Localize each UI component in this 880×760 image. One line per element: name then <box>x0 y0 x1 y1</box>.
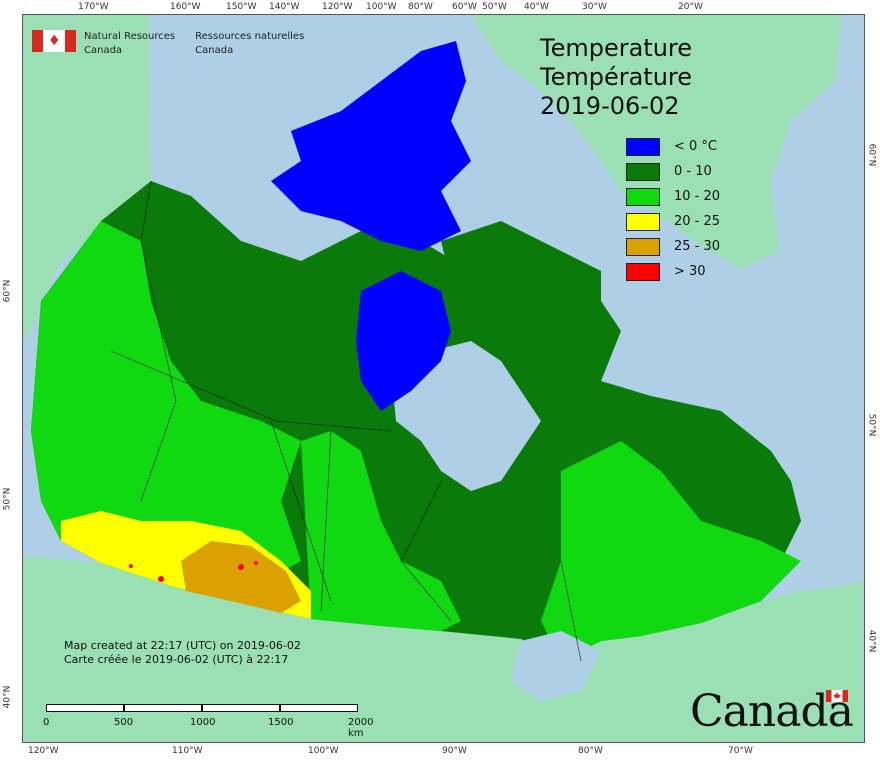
graticule-label: 100°W <box>308 746 339 756</box>
graticule-label: 140°W <box>269 2 300 12</box>
graticule-label: 60°N <box>866 143 877 167</box>
scale-label: 2000 km <box>348 717 374 739</box>
zone-10-20-east <box>541 441 801 661</box>
zone-over-30 <box>129 564 133 568</box>
legend-row: 0 - 10 <box>626 159 720 184</box>
title-date: 2019-06-02 <box>540 92 680 120</box>
legend: < 0 °C 0 - 10 10 - 20 20 - 25 25 - 30 > 30 <box>626 134 720 284</box>
legend-row: > 30 <box>626 259 720 284</box>
map-graphic <box>23 15 863 742</box>
scale-label: 1500 <box>268 717 294 728</box>
graticule-label: 40°N <box>866 629 877 653</box>
nrcan-header: ♦ Natural Resources Canada Ressources na… <box>32 30 304 58</box>
legend-label: > 30 <box>674 264 706 279</box>
map-title: Temperature Température 2019-06-02 <box>540 34 692 121</box>
hudson-bay <box>391 341 541 491</box>
graticule-label: 80°W <box>408 2 433 12</box>
legend-swatch <box>626 137 660 156</box>
graticule-label: 60°N <box>2 279 13 303</box>
org-name-en-2: Canada <box>84 45 123 56</box>
graticule-label: 150°W <box>226 2 257 12</box>
baffin-island <box>356 271 451 411</box>
scale-label: 0 <box>43 717 50 728</box>
graticule-label: 120°W <box>28 746 59 756</box>
org-name-en-1: Natural Resources <box>84 31 176 42</box>
arctic-islands <box>271 41 471 251</box>
credits-en: Map created at 22:17 (UTC) on 2019-06-02 <box>64 639 301 652</box>
graticule-label: 20°W <box>678 2 703 12</box>
legend-label: 0 - 10 <box>674 164 712 179</box>
legend-label: 10 - 20 <box>674 189 721 204</box>
legend-row: 25 - 30 <box>626 234 720 259</box>
legend-label: 20 - 25 <box>674 214 721 229</box>
graticule-label: 70°W <box>728 746 753 756</box>
credits: Map created at 22:17 (UTC) on 2019-06-02… <box>64 639 301 667</box>
graticule-label: 60°W <box>452 2 477 12</box>
zone-over-30 <box>254 561 258 565</box>
zone-25-30 <box>181 541 301 613</box>
legend-label: 25 - 30 <box>674 239 721 254</box>
graticule-label: 110°W <box>172 746 203 756</box>
graticule-label: 120°W <box>322 2 353 12</box>
legend-label: < 0 °C <box>674 139 718 154</box>
scale-label: 500 <box>114 717 134 728</box>
zone-over-30 <box>158 576 164 582</box>
legend-row: 20 - 25 <box>626 209 720 234</box>
legend-swatch <box>626 237 660 256</box>
title-fr: Température <box>540 63 693 91</box>
credits-fr: Carte créée le 2019-06-02 (UTC) à 22:17 <box>64 653 289 666</box>
legend-swatch <box>626 262 660 281</box>
zone-over-30 <box>238 564 244 570</box>
graticule-label: 50°N <box>2 487 13 511</box>
graticule-label: 100°W <box>366 2 397 12</box>
canada-flag-icon: ♦ <box>32 30 76 52</box>
map-canvas <box>22 14 865 743</box>
scale-segment <box>202 704 280 712</box>
graticule-label: 50°W <box>482 2 507 12</box>
org-name-fr-2: Canada <box>195 45 234 56</box>
legend-swatch <box>626 162 660 181</box>
graticule-label: 50°N <box>866 413 877 437</box>
usa-land <box>23 556 863 742</box>
title-en: Temperature <box>540 34 693 62</box>
legend-swatch <box>626 187 660 206</box>
canada-wordmark-flag-icon <box>826 690 848 702</box>
graticule-label: 80°W <box>578 746 603 756</box>
graticule-label: 30°W <box>582 2 607 12</box>
alaska-land <box>23 15 151 341</box>
graticule-label: 40°N <box>2 685 13 709</box>
scale-segment <box>124 704 202 712</box>
zone-10-20-prairie <box>301 431 461 631</box>
legend-swatch <box>626 212 660 231</box>
graticule-label: 170°W <box>78 2 109 12</box>
graticule-label: 90°W <box>442 746 467 756</box>
scale-segment <box>46 704 124 712</box>
baffin-island-green <box>441 221 601 321</box>
legend-row: 10 - 20 <box>626 184 720 209</box>
graticule-label: 160°W <box>170 2 201 12</box>
provincial-borders <box>110 180 582 662</box>
legend-row: < 0 °C <box>626 134 720 159</box>
scale-label: 1000 <box>190 717 216 728</box>
graticule-label: 40°W <box>524 2 549 12</box>
scale-segment <box>280 704 358 712</box>
org-name-fr-1: Ressources naturelles <box>195 31 305 42</box>
zone-10-20-west <box>31 221 301 601</box>
